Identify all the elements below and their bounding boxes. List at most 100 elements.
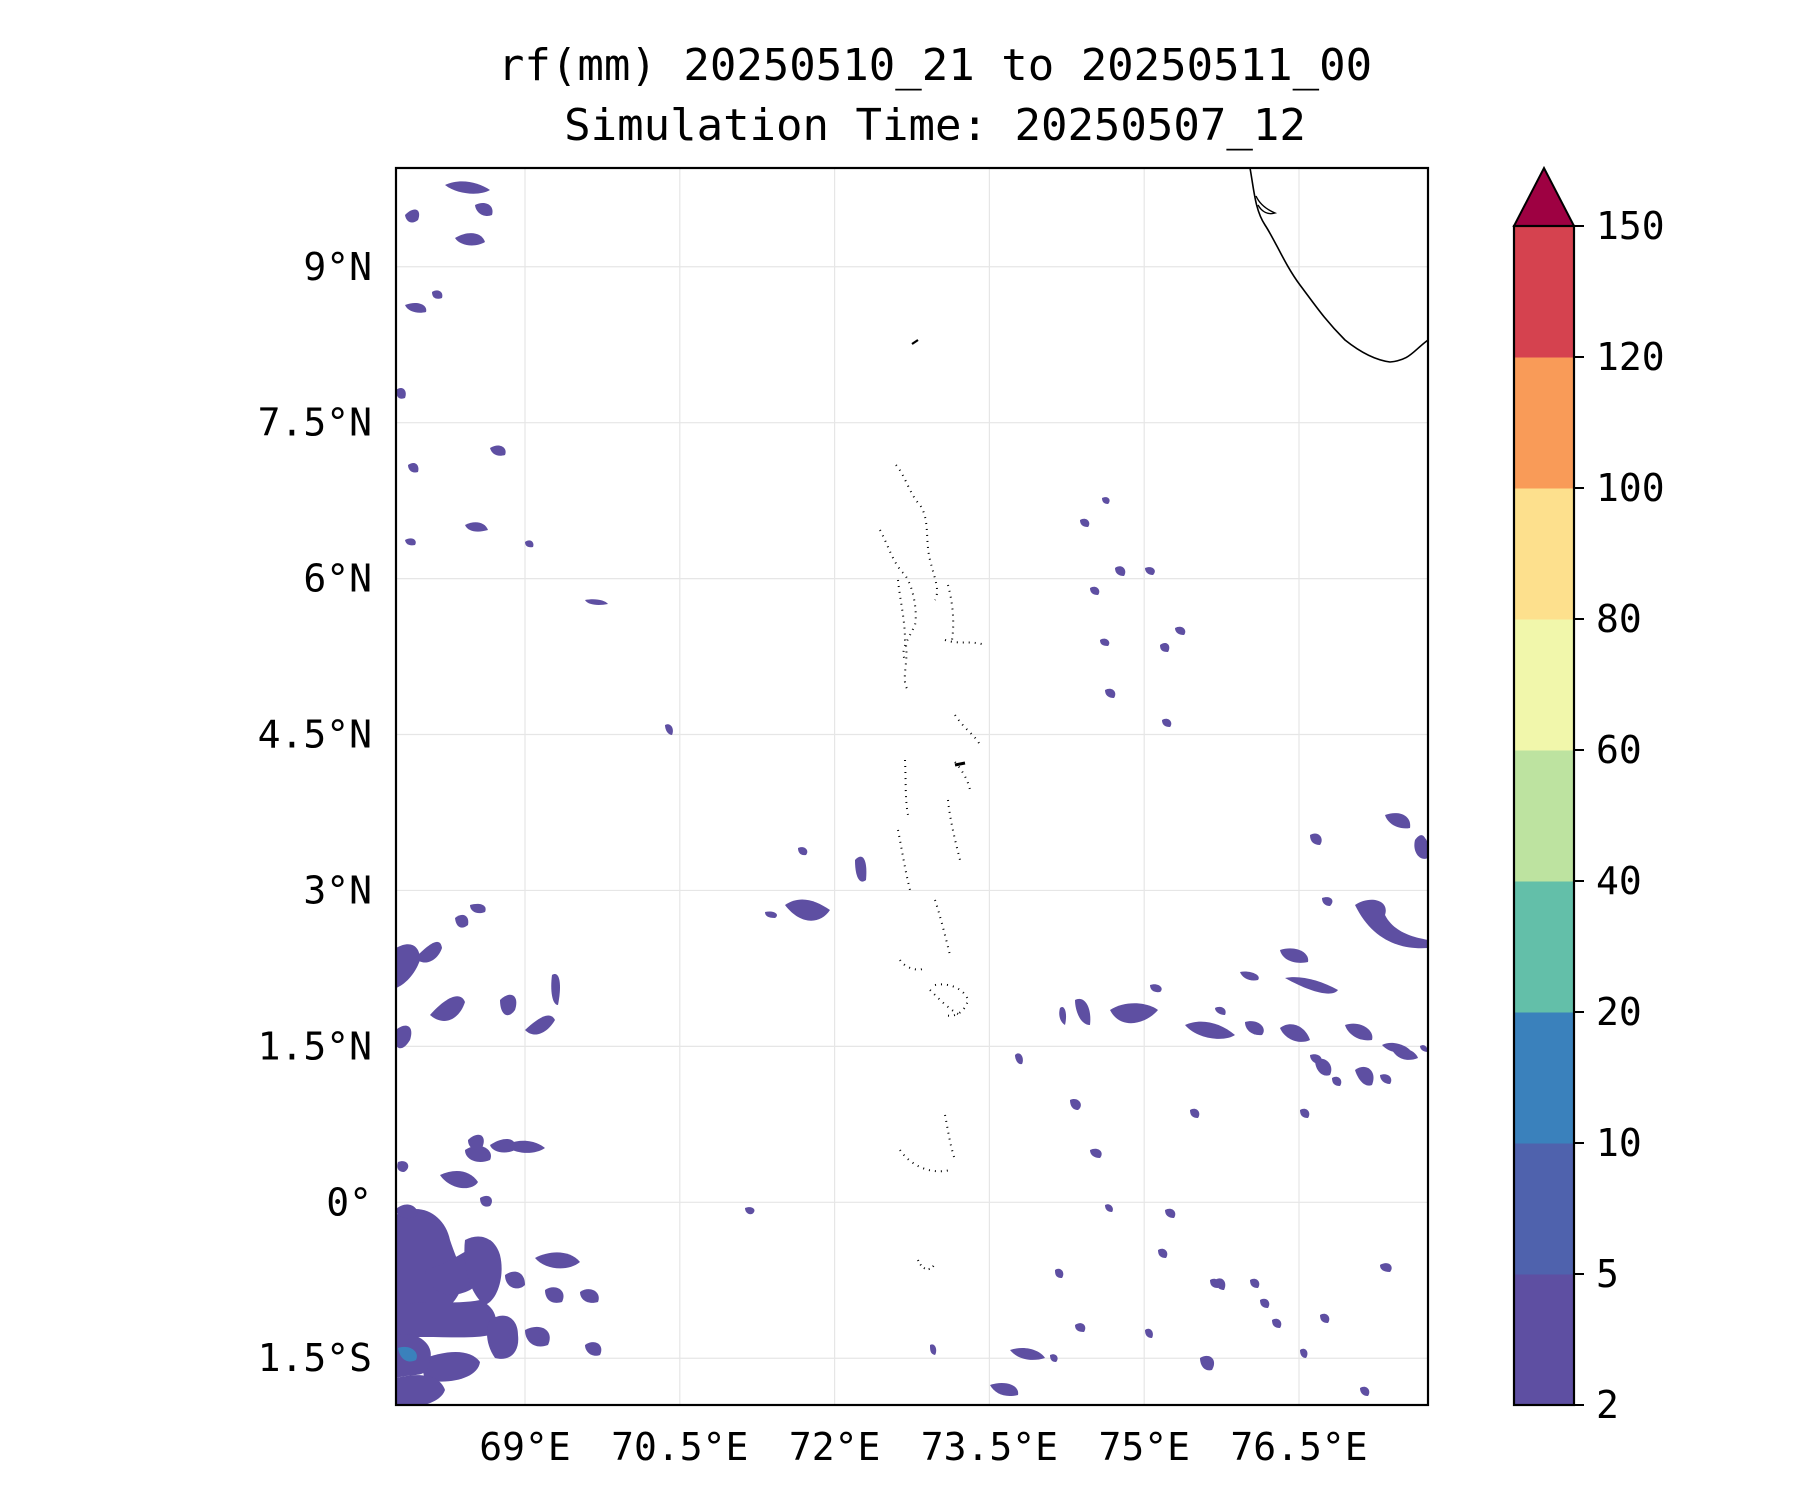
map-panel: 69°E 70.5°E 72°E 73.5°E 75°E 76.5°E 9°N 7.5°N 6… [258, 166, 1430, 1469]
rain-cell [1420, 1045, 1428, 1052]
rain-cell [396, 1204, 418, 1219]
india-coastline [1249, 168, 1428, 363]
colorbar-segment [1514, 1143, 1574, 1275]
colorbar-level-label: 80 [1596, 597, 1642, 641]
lat-tick-label: 7.5°N [258, 401, 372, 445]
rain-cell [1380, 1074, 1392, 1084]
lat-tick-label: 3°N [303, 868, 372, 912]
rain-cell [1250, 1278, 1260, 1288]
rain-cell [490, 1138, 516, 1153]
rain-cell [1185, 1021, 1235, 1039]
rain-cell [1115, 566, 1126, 576]
rain-cell [468, 1134, 484, 1150]
rain-cell [1165, 1208, 1176, 1218]
rain-cell [525, 1015, 555, 1035]
rain-cell [1272, 1318, 1282, 1328]
rain-cell [1280, 948, 1309, 963]
rain-cell [1245, 1021, 1264, 1036]
rain-cell [430, 996, 465, 1021]
rain-cell [1059, 1006, 1067, 1025]
chagos-islet [917, 1259, 935, 1271]
rain-cell [1160, 642, 1170, 652]
coastline-and-islands [879, 168, 1428, 1271]
rain-cell [1145, 567, 1155, 575]
rain-cell [665, 724, 673, 735]
rain-cell [464, 1236, 502, 1305]
rain-cell [585, 599, 608, 605]
map-title: rf(mm) 20250510_21 to 20250511_00 Simula… [395, 36, 1475, 156]
rain-cell [535, 1252, 580, 1269]
rain-cell [405, 302, 427, 313]
maldives-atoll-east [944, 584, 986, 646]
maldives-atoll-mid [897, 579, 909, 691]
lat-tick-label: 4.5°N [258, 713, 372, 757]
colorbar-segment [1514, 881, 1574, 1013]
colorbar-level-label: 100 [1596, 466, 1665, 510]
rain-cell [525, 1326, 550, 1347]
rain-cell [545, 1287, 564, 1303]
rain-cell [396, 387, 406, 399]
rain-cell [408, 462, 419, 473]
rain-cell [1200, 1355, 1215, 1371]
rain-cell [415, 941, 442, 963]
colorbar-frame [1512, 224, 1576, 1407]
rain-cell [1190, 1108, 1200, 1118]
lakshadweep-islet [911, 339, 919, 345]
longitude-labels: 69°E 70.5°E 72°E 73.5°E 75°E 76.5°E [479, 1425, 1367, 1469]
rain-cell [930, 1344, 937, 1355]
rain-cell [455, 914, 469, 928]
rain-cell [765, 911, 777, 918]
lon-tick-label: 73.5°E [921, 1425, 1058, 1469]
rain-cell [1310, 1054, 1322, 1064]
colorbar-level-label: 5 [1596, 1252, 1619, 1296]
rain-cell [397, 1161, 409, 1172]
rain-cell [580, 1289, 599, 1303]
map-frame [394, 166, 1430, 1407]
rain-cell [1332, 1076, 1342, 1086]
rain-cell [1360, 1386, 1370, 1396]
rain-cell [1395, 819, 1403, 826]
rain-cell [798, 847, 808, 856]
rain-cell [445, 181, 490, 194]
rain-cell [1015, 1053, 1023, 1065]
rain-cell [1420, 837, 1428, 846]
rain-cell [405, 538, 416, 546]
rain-cell [470, 903, 486, 914]
rain-cell [1100, 638, 1110, 646]
rain-cell [420, 1352, 480, 1382]
rain-cell [396, 1209, 463, 1327]
rain-cell [1158, 1248, 1168, 1258]
rain-cell [1355, 899, 1428, 949]
rain-cell [1090, 586, 1100, 595]
maldives-atoll-south [899, 899, 961, 1016]
rain-cell [1380, 1263, 1392, 1272]
colorbar-segment [1514, 750, 1574, 882]
colorbar-level-label: 10 [1596, 1121, 1642, 1165]
lon-tick-label: 76.5°E [1230, 1425, 1367, 1469]
rain-cell [785, 899, 830, 921]
maldives-atoll-addu [934, 983, 970, 1017]
lat-tick-label: 6°N [303, 557, 372, 601]
rain-cell [1090, 1148, 1102, 1158]
rain-cell [1355, 1066, 1374, 1086]
rain-cell [1150, 984, 1162, 993]
rain-cell [1102, 497, 1110, 504]
colorbar-level-label: 40 [1596, 859, 1642, 903]
rain-cell [745, 1207, 755, 1215]
rain-cell [525, 540, 534, 548]
rain-cell [487, 1315, 519, 1359]
rain-cell [855, 856, 867, 882]
rain-cell [396, 1375, 445, 1405]
rain-cell [1322, 897, 1333, 906]
rain-cell [396, 944, 420, 988]
rain-cell [1285, 977, 1338, 994]
colorbar-level-label: 150 [1596, 204, 1665, 248]
rain-cell [440, 1170, 478, 1189]
rain-cell [1260, 1298, 1270, 1308]
rain-cell [490, 445, 506, 456]
map-title-line2: Simulation Time: 20250507_12 [564, 100, 1306, 151]
lat-tick-label: 1.5°N [258, 1024, 372, 1068]
colorbar-level-label: 2 [1596, 1383, 1619, 1427]
rain-cell [1300, 1348, 1308, 1358]
sri-lanka-fragment [1255, 195, 1278, 215]
